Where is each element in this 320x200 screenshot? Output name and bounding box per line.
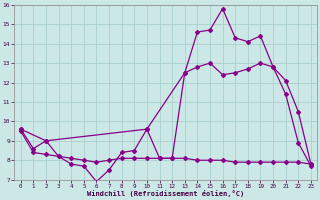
X-axis label: Windchill (Refroidissement éolien,°C): Windchill (Refroidissement éolien,°C) [87, 190, 244, 197]
